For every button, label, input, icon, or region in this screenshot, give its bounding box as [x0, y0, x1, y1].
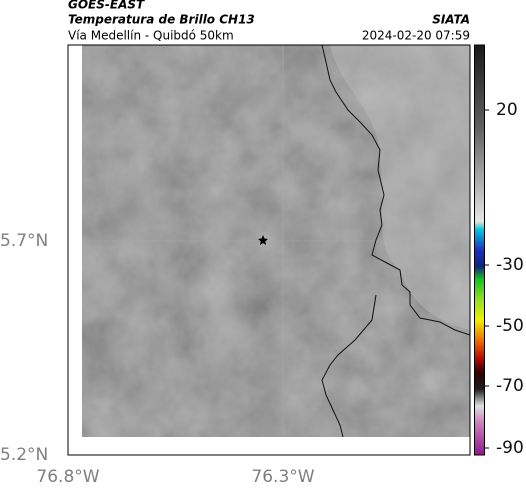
colorbar-tick-label: -30	[496, 255, 524, 275]
datetime: 2024-02-20 07:59	[362, 29, 470, 43]
colorbar	[474, 44, 485, 456]
title: GOES-EAST	[68, 0, 145, 12]
lat-label: 5.2°N	[0, 445, 48, 465]
colorbar-tick-label: 20	[496, 100, 518, 120]
satellite-image	[82, 45, 470, 437]
subtitle: Temperatura de Brillo CH13	[68, 13, 255, 27]
colorbar-tick-label: -90	[496, 438, 524, 458]
colorbar-ticks: 20 -30 -50 -70 -90	[484, 100, 524, 458]
route: Vía Medellín - Quibdó 50km	[68, 29, 234, 43]
colorbar-tick-label: -70	[496, 376, 524, 396]
source: SIATA	[432, 13, 470, 27]
lon-label: 76.8°W	[36, 467, 99, 487]
colorbar-tick-label: -50	[496, 316, 524, 336]
lat-label: 5.7°N	[0, 231, 48, 251]
lon-label: 76.3°W	[251, 467, 314, 487]
